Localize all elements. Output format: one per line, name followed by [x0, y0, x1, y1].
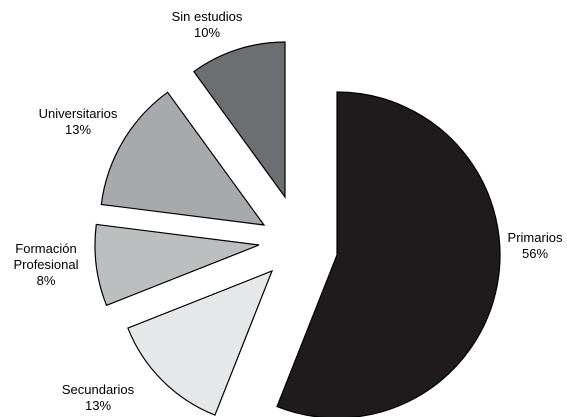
pie-slice-primarios — [276, 91, 501, 417]
pie-slice-sin-estudios — [193, 41, 286, 199]
slice-label-secundarios: Secundarios 13% — [62, 382, 135, 413]
pie-slice-secundarios — [127, 269, 274, 416]
slice-label-formacion-profesional: Formación Profesional 8% — [13, 241, 78, 288]
slice-label-universitarios: Universitarios 13% — [39, 106, 118, 137]
pie-slice-universitarios — [100, 91, 266, 226]
slice-label-sin-estudios: Sin estudios 10% — [172, 9, 243, 40]
pie-slice-formacion-profesional — [94, 223, 260, 307]
slice-label-primarios: Primarios 56% — [508, 230, 563, 261]
